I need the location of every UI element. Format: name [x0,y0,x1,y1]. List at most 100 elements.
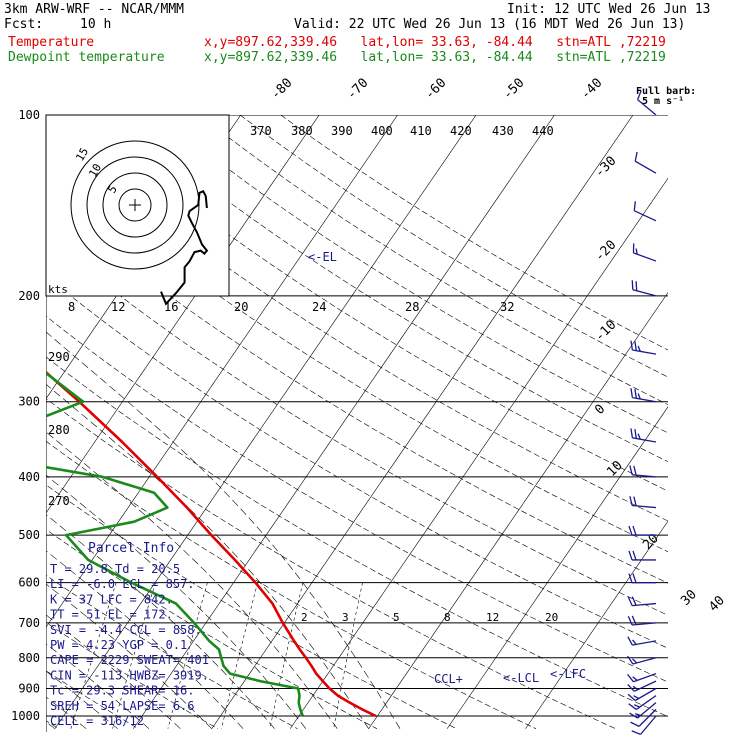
lcl-annotation: <-LCL [503,671,539,685]
temperature-trace [46,370,377,718]
mixing-ratio-label: 20 [545,611,558,624]
dry-adiabat [46,275,668,649]
wind-barb-flag [627,655,634,665]
dry-adiabat [46,356,668,718]
isotherm-label: -40 [578,76,605,103]
wind-barb-flag [630,388,634,398]
barb-legend-units: 5 m s⁻¹ [642,96,684,107]
wind-barb-staff [637,99,657,116]
wind-barb-flag [632,573,637,583]
isotherm-line [211,115,634,729]
isotherm-label: -50 [500,76,527,103]
init-time: Init: 12 UTC Wed 26 Jun 13 [507,2,711,17]
dry-adiabat [46,574,298,729]
isotherm-line [54,115,477,729]
parcel-info-row: CELL = 316/12 [50,714,144,728]
parcel-info-title: Parcel Info [88,541,174,556]
wind-barb-flag [634,341,637,351]
dry-adiabat [46,160,668,553]
wind-scale-label: 8 [68,300,75,314]
isotherm-line [525,520,668,729]
parcel-info-row: PW = 4.23 YGP = 0.1 [50,638,187,652]
wind-barb-flag [632,658,638,664]
wind-barb-flag [628,525,633,536]
mixing-ratio-label: 8 [444,611,451,624]
wind-barb-flag [628,573,633,583]
dry-adiabat [199,115,668,406]
wind-barb-staff [632,657,657,665]
isotherm-label: -80 [268,76,295,103]
location-dewpoint: x,y=897.62,339.46 lat,lon= 33.63, -84.44… [204,50,666,65]
wind-barb-flag [633,695,639,700]
parcel-info-row: T = 29.8 Td = 20.5 [50,562,180,576]
wind-barb-flag [629,496,633,506]
hodograph-ring-label: 15 [73,146,91,164]
mixing-ratio-line [112,582,156,729]
el-annotation: <-EL [308,250,337,264]
isotherm-line [0,115,5,729]
parcel-info-row: SREH = 54 LAPSE= 6.6 [50,699,195,713]
wind-barb-flag [634,429,637,439]
mixing-ratio-line [333,582,363,729]
legend-dewpoint: Dewpoint temperature [8,50,165,65]
wind-barb-flag [627,693,636,701]
isotherm-line [289,177,668,729]
mixing-ratio-line [167,582,208,729]
parcel-info-row: SVI = -4.4 CCL = 858. [50,623,202,637]
wind-barb-flag [634,388,637,399]
wind-barb-staff [634,160,657,174]
dry-adiabat [46,529,378,729]
hodograph-ring [118,188,152,222]
pressure-label: 800 [18,651,40,665]
theta-side-label: 290 [48,350,70,364]
moist-adiabat [46,474,307,729]
pressure-label: 900 [18,681,40,695]
wind-barbs [627,90,657,735]
hodograph-trace [160,190,209,306]
wind-barb-staff [640,715,657,735]
parcel-info-row: CIN = -113 HWBZ= 3919. [50,668,209,682]
isotherm-label: -10 [592,318,619,345]
wind-barb-flag [627,683,635,692]
wind-barb-flag [627,616,633,626]
isotherm-label: 30 [678,587,700,609]
wind-scale-label: 16 [164,300,178,314]
hodograph-ring [102,172,168,238]
model-title: 3km ARW-WRF -- NCAR/MMM [4,2,185,17]
dry-adiabat [77,115,668,492]
mixing-ratio-line [269,582,304,729]
wind-barb-flag [633,465,637,476]
parcel-info-row: LI = -6.0 LCL = 857. [50,577,195,591]
wind-barb-flag [628,703,637,710]
dry-adiabat [158,115,668,434]
wind-scale-label: 20 [234,300,248,314]
theta-label: 420 [450,124,472,138]
theta-label: 390 [331,124,353,138]
ccl-annotation: CCL+ [434,672,463,686]
wind-barb-flag [630,721,640,727]
dry-adiabat [46,440,537,729]
isotherm-label: -60 [422,76,449,103]
isotherm-label: 40 [706,593,728,615]
mixing-ratio-line [70,582,117,729]
wind-barb-staff [638,708,657,727]
parcel-info-row: K = 37 LFC = 842. [50,592,173,606]
legend-temperature: Temperature [8,35,95,50]
isotherm-label: -70 [344,76,371,103]
wind-barb-flag [627,596,633,606]
wind-barb-flag [629,712,638,719]
wind-barb-flag [632,525,637,536]
pressure-label: 100 [18,108,40,122]
wind-scale-label: 24 [312,300,326,314]
lfc-annotation: <-LFC [550,667,586,681]
barb-legend-title: Full barb: [636,86,696,97]
mixing-ratio-label: 12 [486,611,499,624]
isotherm-line [446,406,668,729]
dry-adiabat [46,484,457,729]
pressure-label: 700 [18,616,40,630]
wind-barb-flag [631,596,637,606]
forecast-label: Fcst: [4,17,44,32]
dry-adiabat [46,398,616,729]
